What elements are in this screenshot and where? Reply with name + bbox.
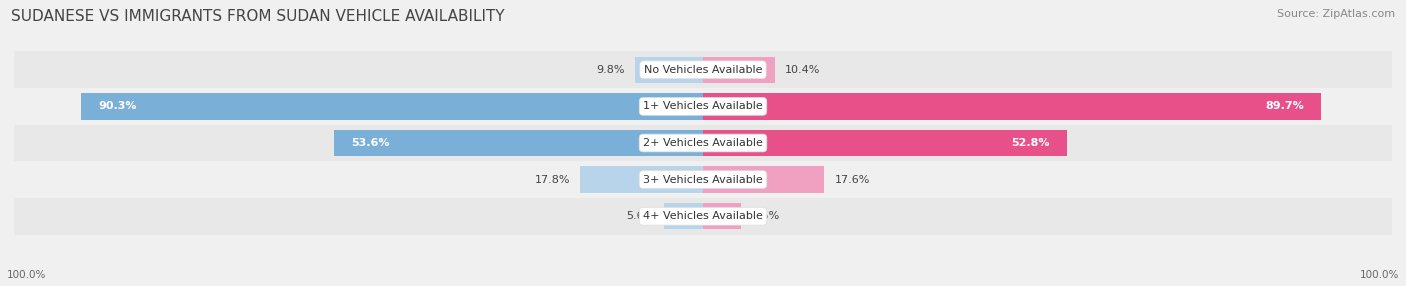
Text: No Vehicles Available: No Vehicles Available bbox=[644, 65, 762, 75]
Text: 17.8%: 17.8% bbox=[534, 175, 569, 184]
Bar bbox=[14, 88, 1392, 125]
Bar bbox=[14, 125, 1392, 161]
Bar bbox=[14, 161, 1392, 198]
Text: 5.6%: 5.6% bbox=[626, 211, 654, 221]
Bar bbox=[703, 203, 741, 229]
Bar bbox=[581, 166, 703, 193]
Bar bbox=[665, 203, 703, 229]
Text: 9.8%: 9.8% bbox=[596, 65, 626, 75]
Bar bbox=[14, 51, 1392, 88]
Text: 100.0%: 100.0% bbox=[1360, 270, 1399, 280]
Text: 4+ Vehicles Available: 4+ Vehicles Available bbox=[643, 211, 763, 221]
Text: 17.6%: 17.6% bbox=[835, 175, 870, 184]
Text: 1+ Vehicles Available: 1+ Vehicles Available bbox=[643, 102, 763, 111]
Text: Source: ZipAtlas.com: Source: ZipAtlas.com bbox=[1277, 9, 1395, 19]
Bar bbox=[703, 57, 775, 83]
Text: 89.7%: 89.7% bbox=[1265, 102, 1303, 111]
Bar bbox=[636, 57, 703, 83]
Bar bbox=[703, 166, 824, 193]
Text: 2+ Vehicles Available: 2+ Vehicles Available bbox=[643, 138, 763, 148]
Text: 100.0%: 100.0% bbox=[7, 270, 46, 280]
Text: 3+ Vehicles Available: 3+ Vehicles Available bbox=[643, 175, 763, 184]
Bar bbox=[333, 130, 703, 156]
Text: SUDANESE VS IMMIGRANTS FROM SUDAN VEHICLE AVAILABILITY: SUDANESE VS IMMIGRANTS FROM SUDAN VEHICL… bbox=[11, 9, 505, 23]
Text: 10.4%: 10.4% bbox=[785, 65, 820, 75]
Text: 52.8%: 52.8% bbox=[1011, 138, 1049, 148]
Bar bbox=[703, 130, 1067, 156]
Bar bbox=[14, 198, 1392, 235]
Text: 90.3%: 90.3% bbox=[98, 102, 136, 111]
Text: 5.5%: 5.5% bbox=[751, 211, 779, 221]
Text: 53.6%: 53.6% bbox=[352, 138, 389, 148]
Bar bbox=[82, 93, 703, 120]
Bar bbox=[703, 93, 1322, 120]
